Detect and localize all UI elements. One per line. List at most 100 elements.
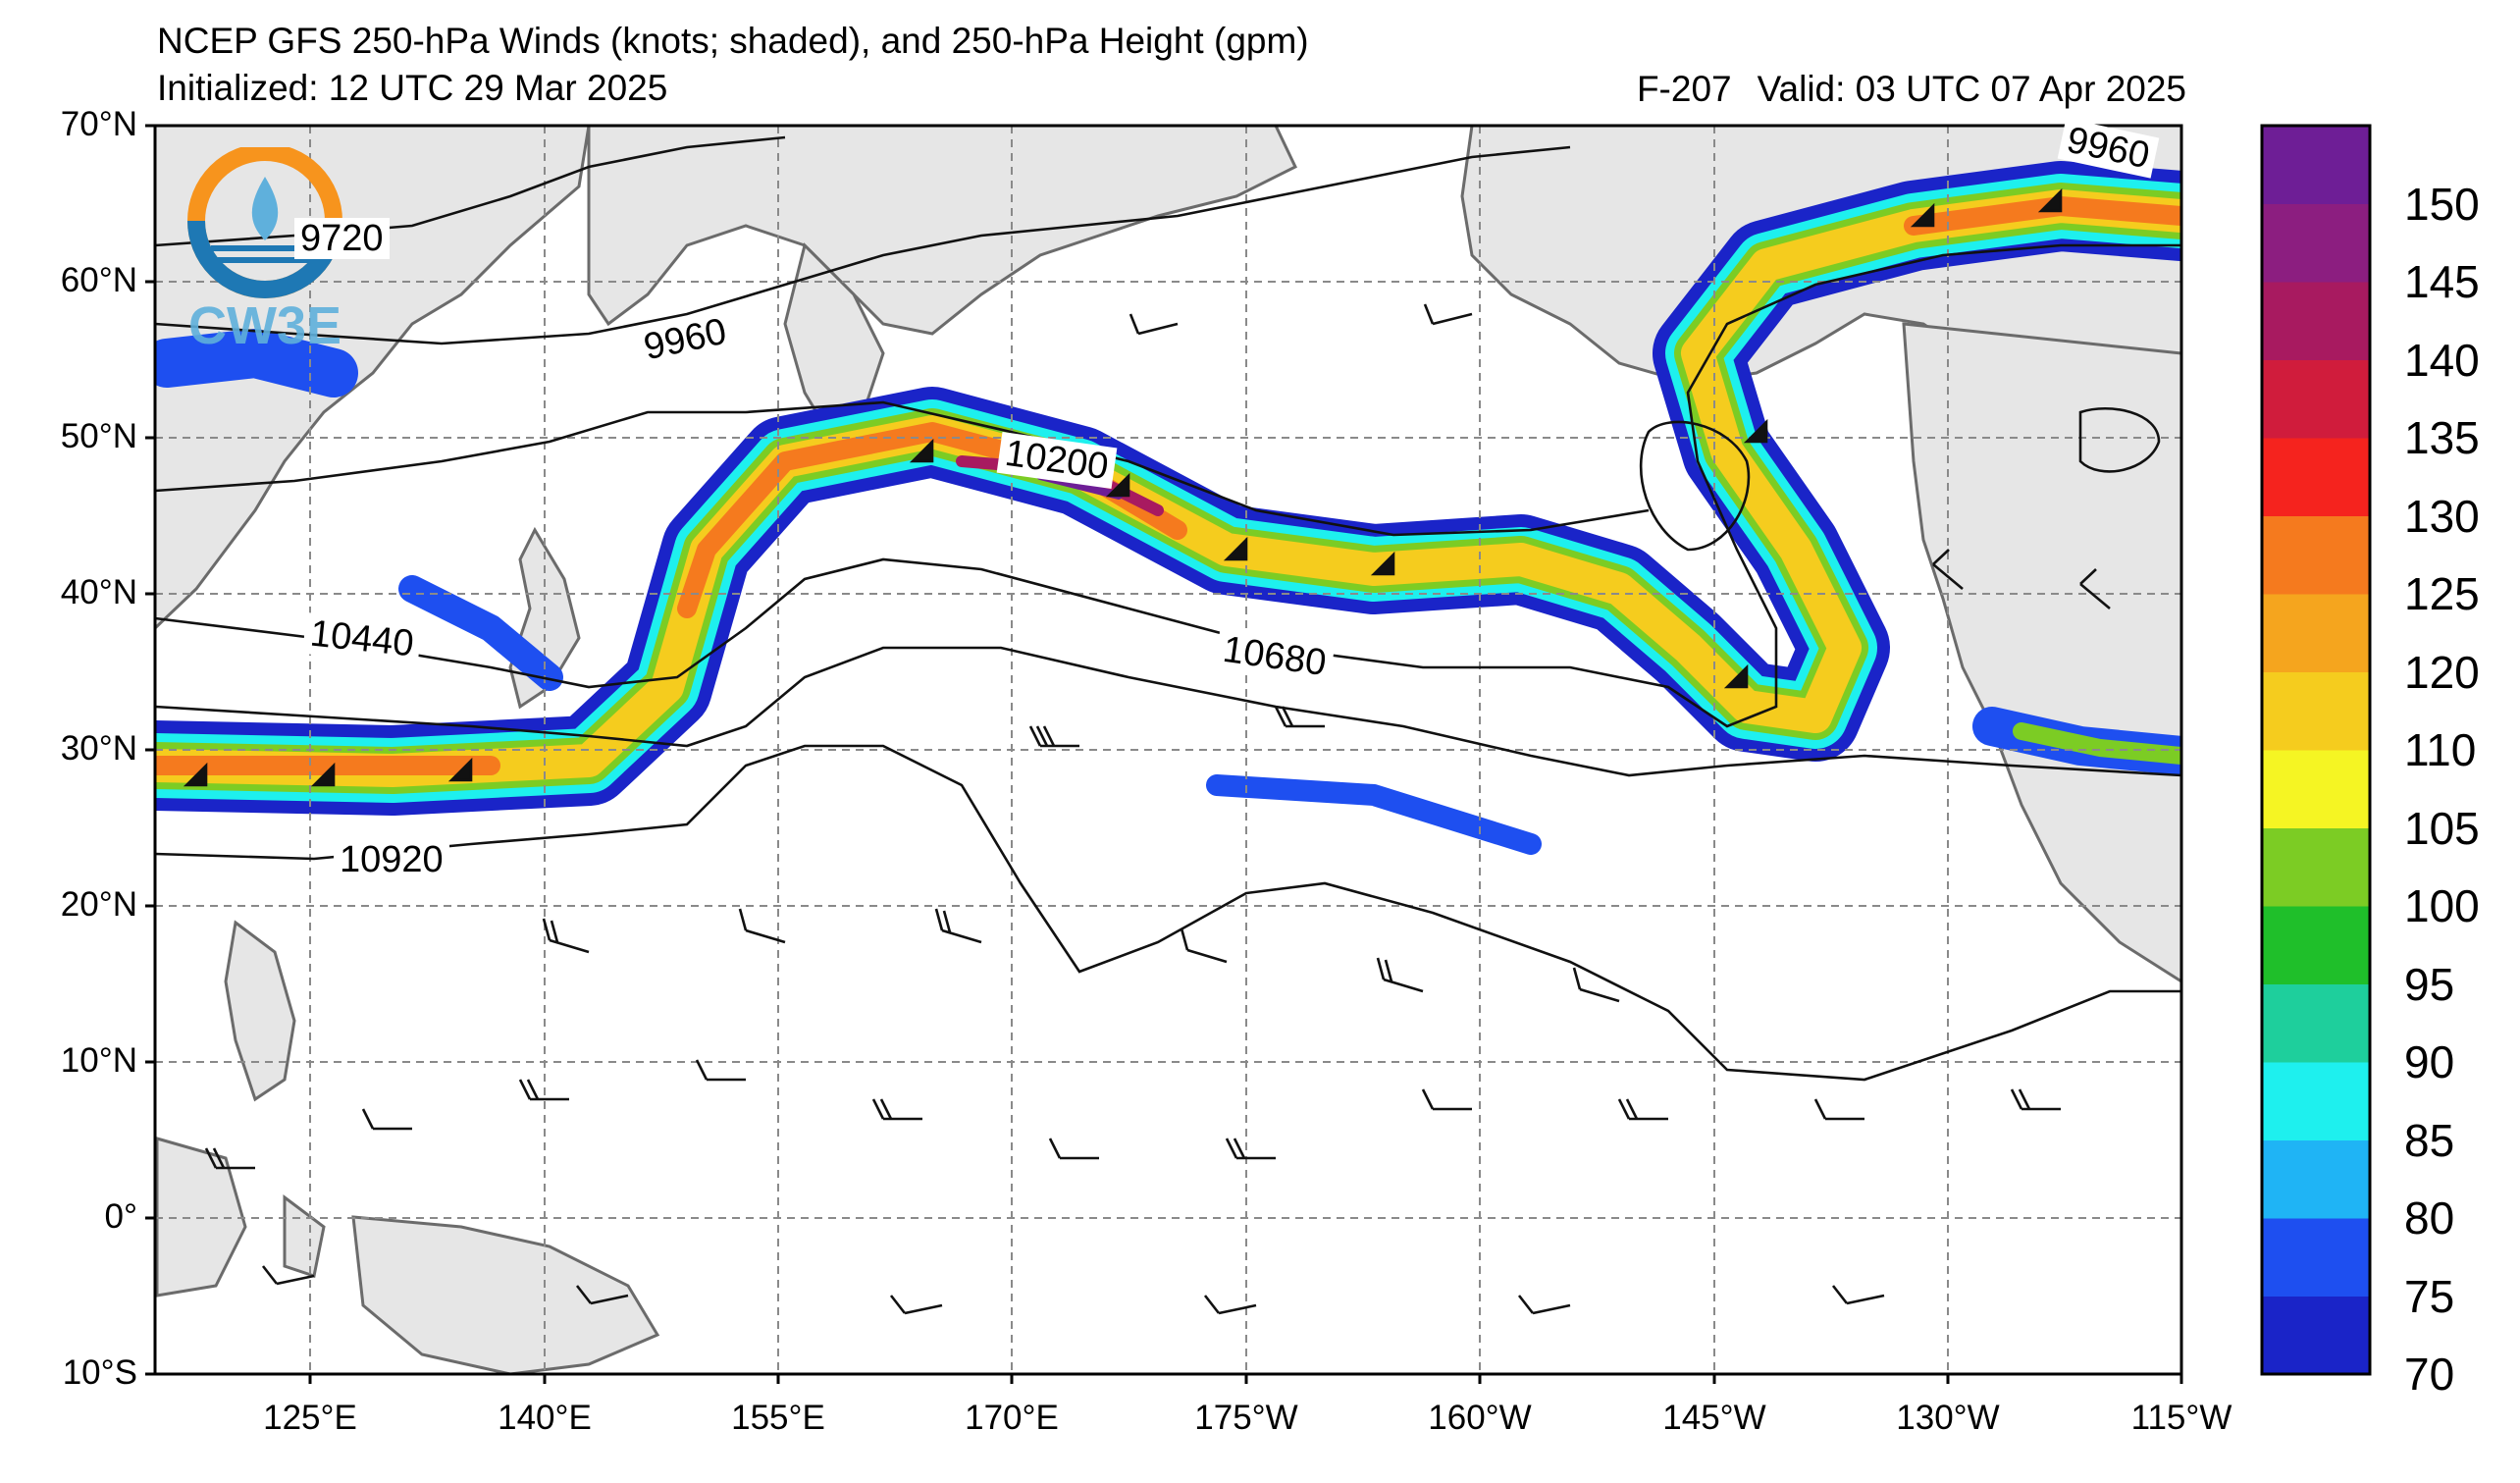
colorbar-segment bbox=[2262, 203, 2370, 283]
colorbar-tick-label: 150 bbox=[2404, 178, 2480, 230]
contour-10680 bbox=[155, 646, 2181, 777]
colorbar-tick-label: 105 bbox=[2404, 802, 2480, 854]
land-new-guinea bbox=[351, 1215, 660, 1374]
wind-barb bbox=[871, 1098, 922, 1121]
wind-barb bbox=[1203, 1295, 1257, 1315]
wind-pennant bbox=[1105, 472, 1130, 498]
lat-label: 0° bbox=[104, 1197, 137, 1236]
wind-barb bbox=[1572, 967, 1620, 1003]
colorbar bbox=[2262, 126, 2370, 1375]
lat-label: 50°N bbox=[60, 417, 137, 455]
wind-barb bbox=[542, 918, 590, 954]
logo-text: CW3E bbox=[188, 296, 341, 355]
colorbar-tick-label: 125 bbox=[2404, 568, 2480, 619]
wind-barb bbox=[1048, 1138, 1099, 1160]
colorbar-segment bbox=[2262, 126, 2370, 204]
forecast-hour: F-207 bbox=[1636, 69, 1732, 109]
wind-barb bbox=[1617, 1098, 1668, 1121]
wind-pennant bbox=[183, 762, 208, 787]
colorbar-tick-label: 90 bbox=[2404, 1036, 2455, 1087]
colorbar-segment bbox=[2262, 1218, 2370, 1297]
lon-label: 145°W bbox=[1662, 1399, 1766, 1437]
lat-label: 40°N bbox=[60, 573, 137, 611]
lat-label: 10°N bbox=[60, 1041, 137, 1080]
lon-label: 155°E bbox=[731, 1399, 825, 1437]
wind-barb bbox=[2010, 1088, 2061, 1111]
wind-barb bbox=[1421, 1088, 1472, 1111]
wind-barb bbox=[1932, 549, 1964, 590]
wind-barb bbox=[889, 1295, 943, 1315]
cw3e-logo-graphic: CW3E bbox=[187, 143, 342, 355]
colorbar-tick-label: 145 bbox=[2404, 256, 2480, 307]
contour-low-alaska bbox=[1639, 420, 1751, 552]
axis-ticks bbox=[145, 124, 2183, 1384]
wind-barb bbox=[1423, 303, 1473, 326]
jet-band-japan bbox=[398, 575, 563, 691]
chart-title: NCEP GFS 250-hPa Winds (knots; shaded), … bbox=[157, 21, 1309, 61]
contour-low-bc bbox=[2078, 406, 2161, 473]
colorbar-segment bbox=[2262, 515, 2370, 595]
colorbar-segment bbox=[2262, 438, 2370, 516]
lon-label: 130°W bbox=[1896, 1399, 2000, 1437]
wind-barb bbox=[2079, 568, 2111, 609]
wind-barb bbox=[1274, 706, 1325, 728]
height-contours bbox=[155, 135, 2181, 1082]
lat-label: 70°N bbox=[60, 105, 137, 143]
contour-label-9720: 9720 bbox=[294, 218, 390, 259]
land-philippines bbox=[224, 920, 296, 1102]
colorbar-segment bbox=[2262, 983, 2370, 1063]
lon-label: 160°W bbox=[1428, 1399, 1532, 1437]
colorbar-segment bbox=[2262, 594, 2370, 672]
colorbar-tick-label: 130 bbox=[2404, 490, 2480, 542]
colorbar-tick-label: 75 bbox=[2404, 1270, 2455, 1322]
wind-barb bbox=[934, 908, 982, 944]
colorbar-frame bbox=[2260, 124, 2372, 1376]
wind-pennant bbox=[447, 757, 473, 782]
contour-9960 bbox=[155, 145, 1571, 345]
colorbar-tick-label: 85 bbox=[2404, 1114, 2455, 1166]
lon-label: 175°W bbox=[1194, 1399, 1298, 1437]
colorbar-segment bbox=[2262, 750, 2370, 828]
colorbar-segment bbox=[2262, 1062, 2370, 1140]
jet-band-nw bbox=[155, 329, 358, 397]
lon-label: 170°E bbox=[965, 1399, 1059, 1437]
wind-pennant bbox=[310, 762, 336, 787]
colorbar-segment bbox=[2262, 671, 2370, 751]
contour-10200 bbox=[155, 400, 1650, 537]
colorbar-tick-label: 100 bbox=[2404, 880, 2480, 931]
wind-barb bbox=[1376, 957, 1424, 993]
cw3e-logo: CW3E bbox=[182, 143, 348, 373]
colorbar-tick-label: 80 bbox=[2404, 1192, 2455, 1244]
wind-barb bbox=[575, 1285, 629, 1305]
jet-band-central bbox=[1206, 774, 1542, 855]
wind-pennant bbox=[1223, 536, 1248, 561]
colorbar-segment bbox=[2262, 282, 2370, 360]
jet-band-east-pac-inner bbox=[2013, 722, 2181, 765]
lat-label: 20°N bbox=[60, 885, 137, 924]
wind-barb bbox=[1180, 927, 1228, 964]
colorbar-tick-label: 135 bbox=[2404, 412, 2480, 463]
colorbar-tick-label: 110 bbox=[2404, 724, 2477, 775]
jet-stream-shading bbox=[155, 161, 2181, 855]
lat-label: 60°N bbox=[60, 261, 137, 299]
initialized-time: Initialized: 12 UTC 29 Mar 2025 bbox=[157, 68, 668, 108]
wind-barb bbox=[1517, 1295, 1571, 1315]
wind-barb bbox=[1225, 1138, 1276, 1160]
lon-label: 115°W bbox=[2130, 1399, 2232, 1437]
wind-barb bbox=[1129, 313, 1179, 336]
colorbar-segment bbox=[2262, 906, 2370, 984]
land-siberia-east bbox=[587, 126, 1297, 336]
lon-label: 125°E bbox=[263, 1399, 357, 1437]
wind-pennant bbox=[1910, 202, 1935, 228]
wind-pennant bbox=[1370, 551, 1395, 576]
wind-pennant bbox=[1743, 418, 1768, 444]
contour-10440 bbox=[155, 243, 2181, 728]
wind-barb bbox=[1813, 1098, 1864, 1121]
contour-10920 bbox=[155, 744, 2181, 1082]
wind-pennant bbox=[2037, 187, 2063, 213]
wind-barb bbox=[518, 1079, 569, 1101]
wind-barb bbox=[261, 1265, 315, 1286]
lat-label: 10°S bbox=[62, 1353, 137, 1392]
wind-barb bbox=[204, 1147, 255, 1170]
colorbar-tick-label: 95 bbox=[2404, 958, 2455, 1010]
